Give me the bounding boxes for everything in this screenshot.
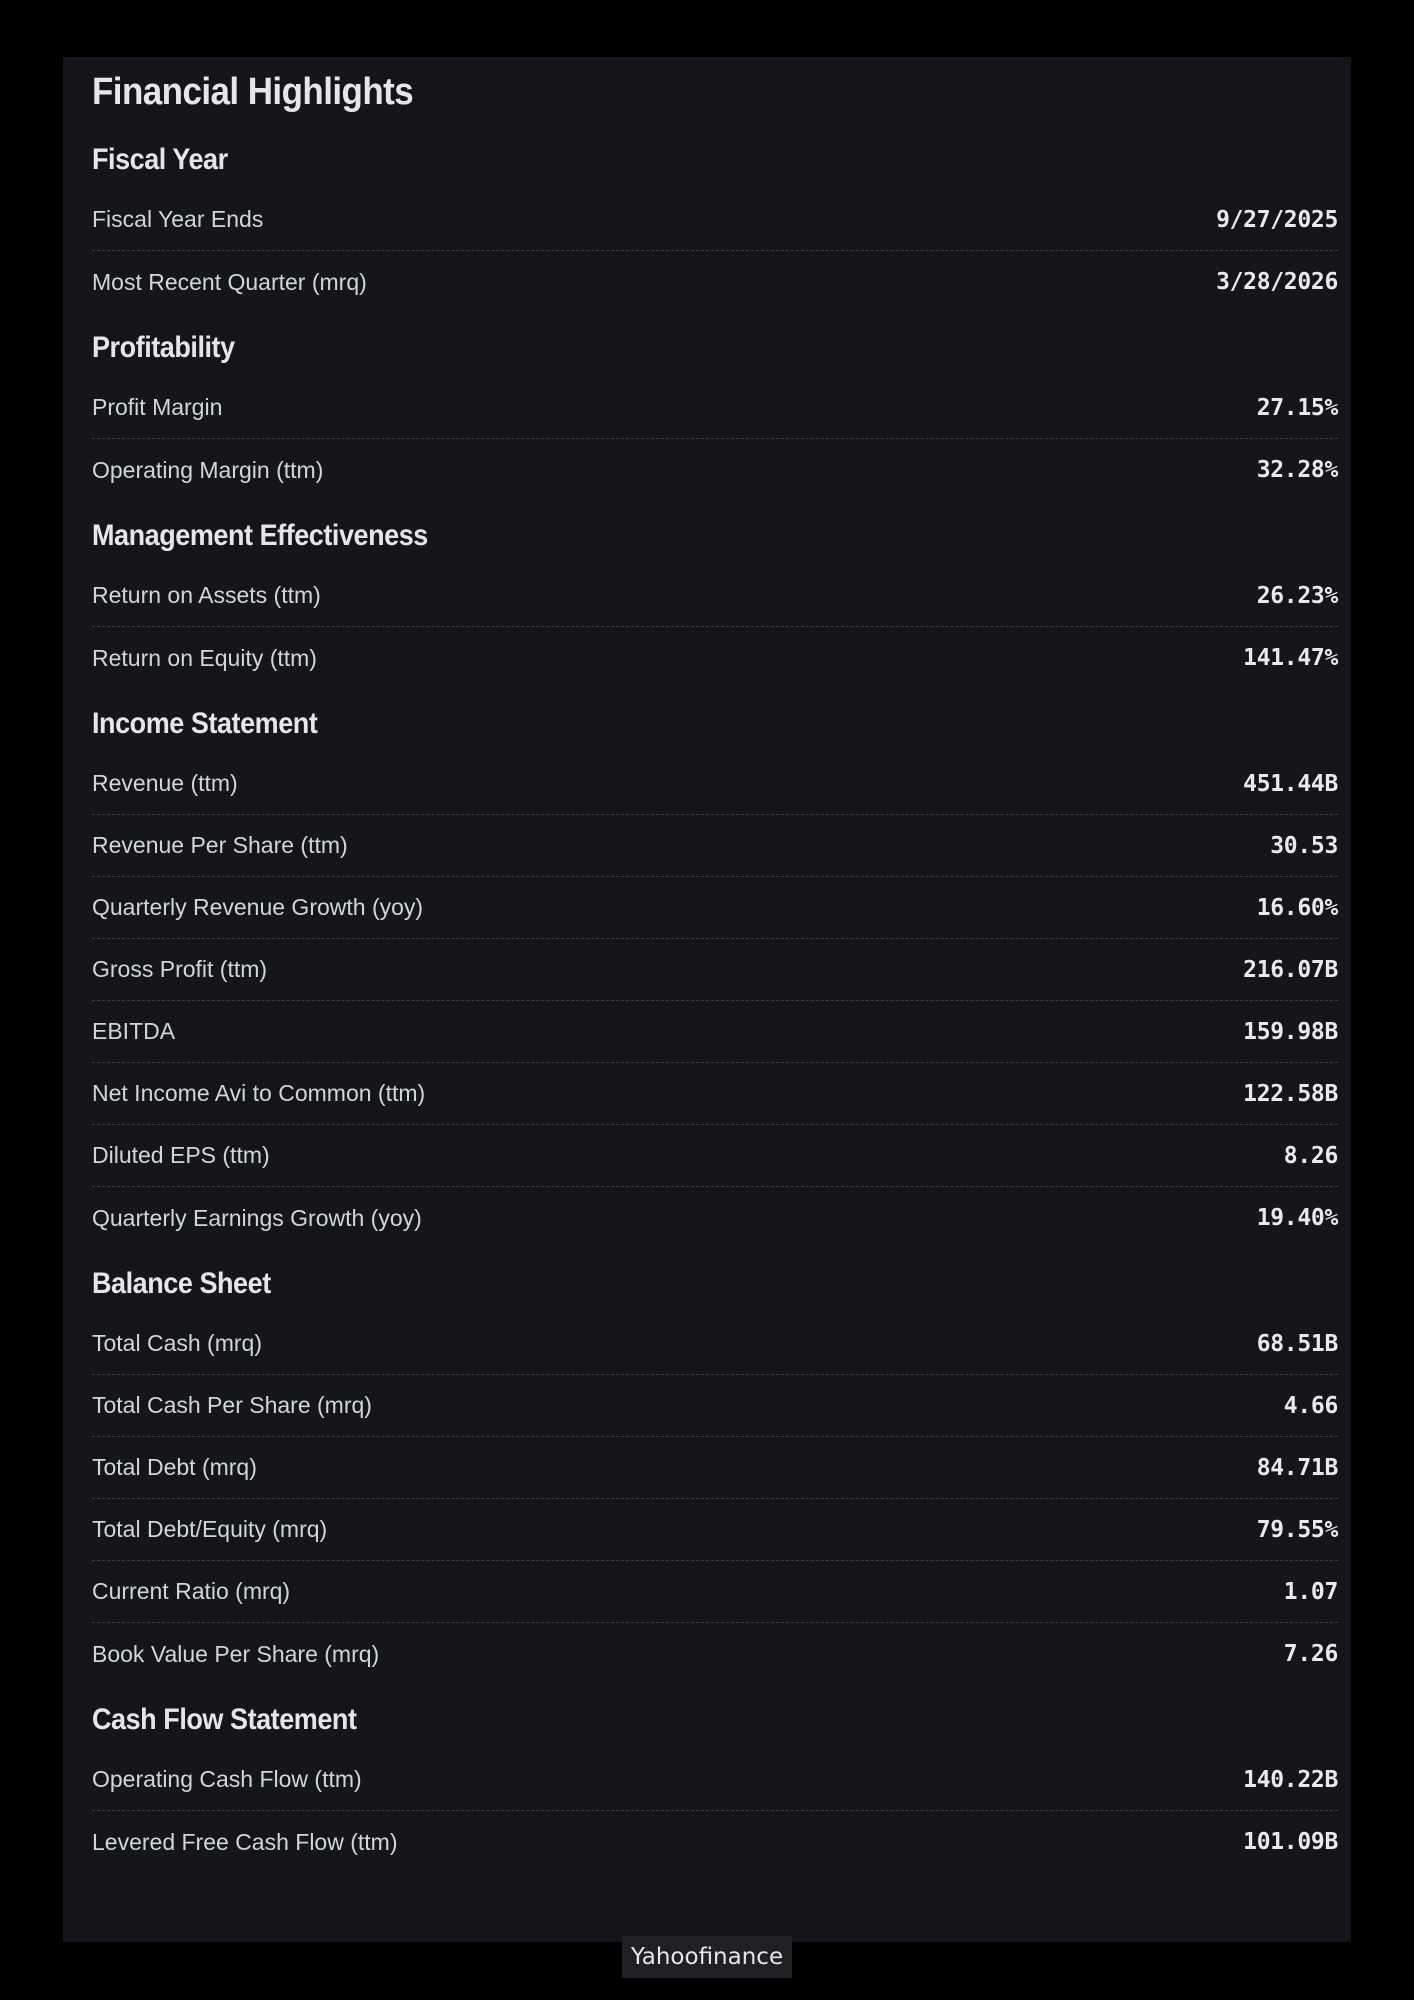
section-rows: Fiscal Year Ends 9/27/2025 Most Recent Qua… (92, 189, 1338, 313)
row-value: 140.22B (1243, 1766, 1338, 1793)
section-profitability: Profitability Profit Margin 27.15% Operatin… (92, 319, 1338, 501)
row-value: 68.51B (1256, 1330, 1339, 1357)
row-label: Quarterly Revenue Growth (yoy) (92, 894, 424, 920)
row-value: 79.55% (1256, 1516, 1339, 1543)
section-rows: Operating Cash Flow (ttm) 140.22B Levered … (92, 1749, 1338, 1873)
table-row: Gross Profit (ttm) 216.07B (92, 939, 1338, 1001)
table-row: Total Cash Per Share (mrq) 4.66 (92, 1375, 1338, 1437)
table-row: Levered Free Cash Flow (ttm) 101.09B (92, 1811, 1338, 1873)
table-row: Revenue (ttm) 451.44B (92, 753, 1338, 815)
row-label: Profit Margin (92, 394, 223, 420)
table-row: Total Debt (mrq) 84.71B (92, 1437, 1338, 1499)
table-row: Operating Margin (ttm) 32.28% (92, 439, 1338, 501)
row-value: 3/28/2026 (1216, 269, 1338, 295)
table-row: Most Recent Quarter (mrq) 3/28/2026 (92, 251, 1338, 313)
table-row: Operating Cash Flow (ttm) 140.22B (92, 1749, 1338, 1811)
section-title: Fiscal Year (92, 143, 228, 176)
row-value: 19.40% (1256, 1205, 1339, 1231)
row-value: 30.53 (1270, 832, 1338, 859)
source-label: Yahoofinance (622, 1936, 792, 1978)
row-value: 216.07B (1243, 956, 1338, 983)
row-label: Fiscal Year Ends (92, 206, 264, 232)
row-label: Return on Equity (ttm) (92, 644, 317, 671)
row-label: Current Ratio (mrq) (92, 1578, 291, 1604)
section-rows: Total Cash (mrq) 68.51B Total Cash Per Sha… (92, 1313, 1338, 1685)
table-row: Revenue Per Share (ttm) 30.53 (92, 815, 1338, 877)
row-label: Operating Margin (ttm) (92, 456, 324, 483)
row-value: 122.58B (1243, 1080, 1338, 1107)
row-value: 8.26 (1283, 1142, 1339, 1169)
section-rows: Profit Margin 27.15% Operating Margin (ttm… (92, 377, 1338, 501)
section-rows: Revenue (ttm) 451.44B Revenue Per Share (t… (92, 753, 1338, 1249)
row-label: Total Cash Per Share (mrq) (92, 1392, 372, 1418)
table-row: EBITDA 159.98B (92, 1001, 1338, 1063)
row-label: EBITDA (92, 1018, 176, 1044)
row-value: 9/27/2025 (1216, 206, 1338, 233)
row-value: 1.07 (1283, 1578, 1339, 1605)
row-label: Diluted EPS (ttm) (92, 1142, 270, 1168)
table-row: Return on Assets (ttm) 26.23% (92, 565, 1338, 627)
financial-highlights-panel: Financial Highlights Fiscal Year Fiscal Y… (63, 57, 1351, 1942)
row-value: 26.23% (1256, 582, 1339, 609)
table-row: Total Cash (mrq) 68.51B (92, 1313, 1338, 1375)
table-row: Profit Margin 27.15% (92, 377, 1338, 439)
table-row: Quarterly Earnings Growth (yoy) 19.40% (92, 1187, 1338, 1249)
row-label: Most Recent Quarter (mrq) (92, 268, 367, 295)
section-title: Balance Sheet (92, 1267, 271, 1300)
row-value: 141.47% (1243, 645, 1338, 671)
row-value: 451.44B (1243, 770, 1338, 797)
row-value: 27.15% (1256, 394, 1339, 421)
table-row: Diluted EPS (ttm) 8.26 (92, 1125, 1338, 1187)
section-cash-flow-statement: Cash Flow Statement Operating Cash Flow (… (92, 1691, 1338, 1873)
table-row: Quarterly Revenue Growth (yoy) 16.60% (92, 877, 1338, 939)
row-label: Return on Assets (ttm) (92, 582, 321, 608)
section-fiscal-year: Fiscal Year Fiscal Year Ends 9/27/2025 Most… (92, 131, 1338, 313)
page-title: Financial Highlights (92, 71, 414, 113)
row-label: Revenue Per Share (ttm) (92, 832, 348, 858)
row-label: Revenue (ttm) (92, 770, 238, 796)
row-value: 32.28% (1256, 457, 1339, 483)
row-label: Gross Profit (ttm) (92, 956, 268, 982)
section-balance-sheet: Balance Sheet Total Cash (mrq) 68.51B Total… (92, 1255, 1338, 1685)
row-value: 101.09B (1243, 1829, 1338, 1855)
row-label: Quarterly Earnings Growth (yoy) (92, 1204, 422, 1231)
section-title: Profitability (92, 331, 235, 364)
row-label: Total Cash (mrq) (92, 1330, 262, 1356)
row-value: 7.26 (1283, 1641, 1339, 1667)
table-row: Net Income Avi to Common (ttm) 122.58B (92, 1063, 1338, 1125)
row-value: 4.66 (1283, 1392, 1339, 1419)
row-label: Book Value Per Share (mrq) (92, 1640, 380, 1667)
row-label: Total Debt/Equity (mrq) (92, 1516, 328, 1542)
row-label: Total Debt (mrq) (92, 1454, 257, 1480)
table-row: Fiscal Year Ends 9/27/2025 (92, 189, 1338, 251)
section-rows: Return on Assets (ttm) 26.23% Return on Eq… (92, 565, 1338, 689)
table-row: Return on Equity (ttm) 141.47% (92, 627, 1338, 689)
row-label: Operating Cash Flow (ttm) (92, 1766, 362, 1792)
row-label: Net Income Avi to Common (ttm) (92, 1080, 426, 1106)
row-label: Levered Free Cash Flow (ttm) (92, 1828, 398, 1855)
section-title: Management Effectiveness (92, 519, 428, 552)
row-value: 16.60% (1256, 894, 1339, 921)
section-title: Income Statement (92, 707, 318, 740)
section-title: Cash Flow Statement (92, 1703, 357, 1736)
table-row: Current Ratio (mrq) 1.07 (92, 1561, 1338, 1623)
table-row: Total Debt/Equity (mrq) 79.55% (92, 1499, 1338, 1561)
row-value: 84.71B (1256, 1454, 1339, 1481)
sections-container: Fiscal Year Fiscal Year Ends 9/27/2025 Most… (92, 131, 1338, 1873)
table-row: Book Value Per Share (mrq) 7.26 (92, 1623, 1338, 1685)
section-income-statement: Income Statement Revenue (ttm) 451.44B Reve… (92, 695, 1338, 1249)
section-management-effectiveness: Management Effectiveness Return on Assets… (92, 507, 1338, 689)
row-value: 159.98B (1243, 1018, 1338, 1045)
